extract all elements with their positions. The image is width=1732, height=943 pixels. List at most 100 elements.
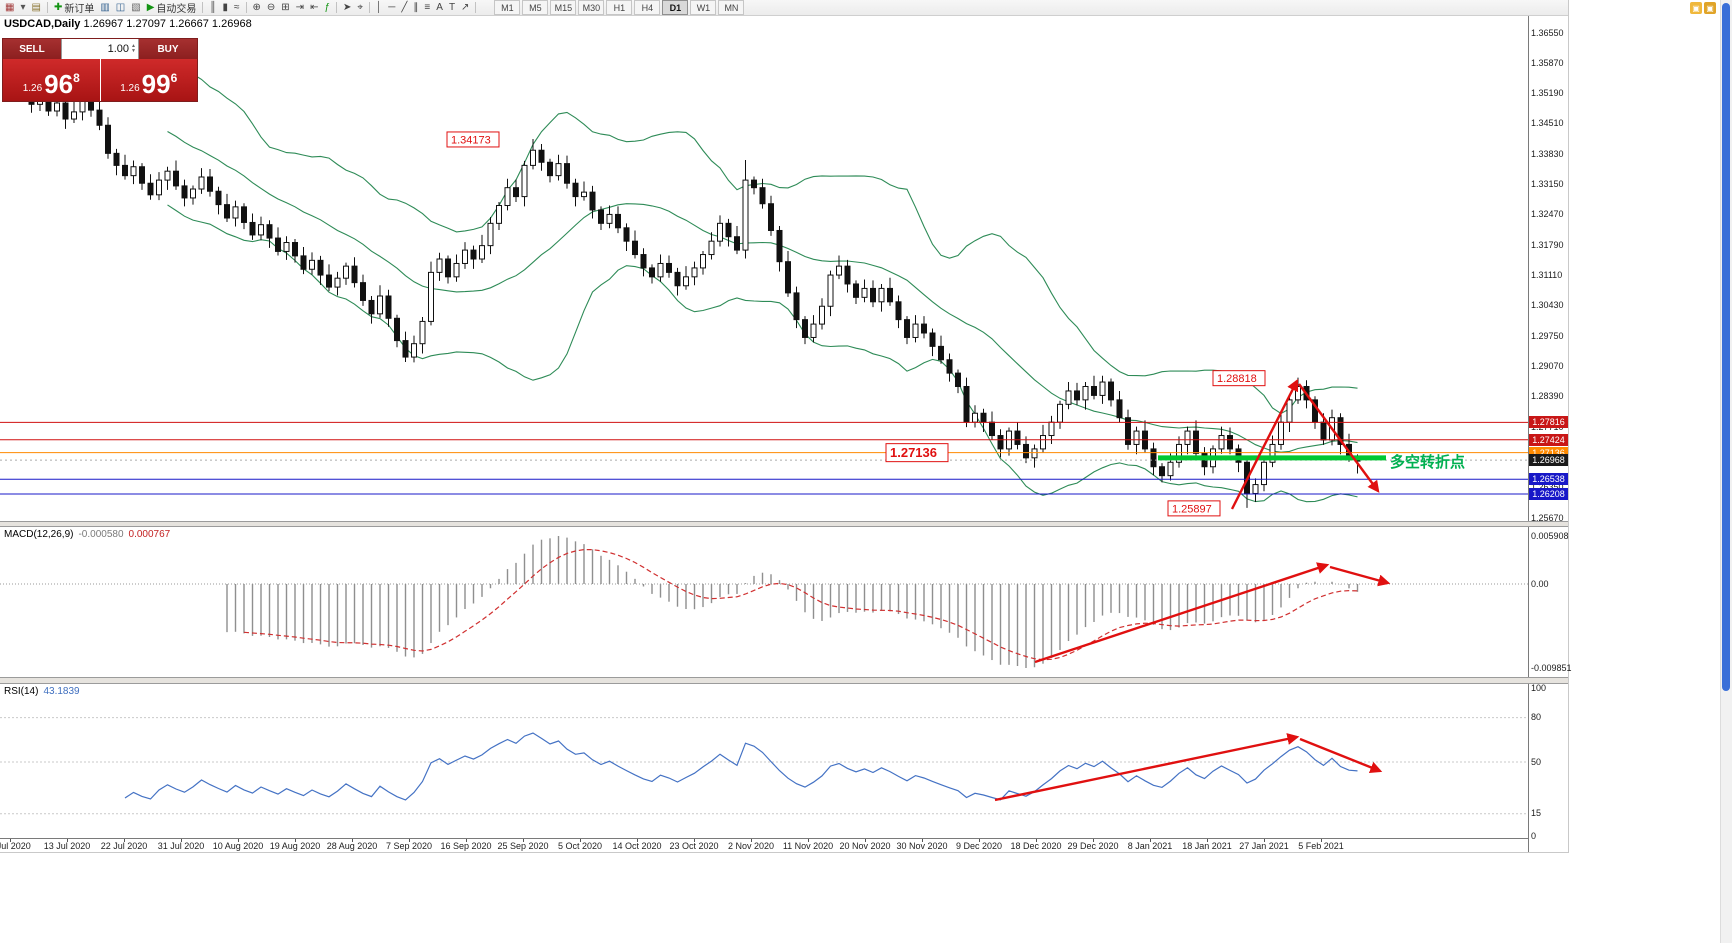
time-axis-label: 16 Sep 2020 [440,841,492,851]
rsi-name: RSI(14) [4,686,39,697]
timeframe-d1[interactable]: D1 [662,0,689,15]
bid-price-button[interactable]: 1.26 96 8 [3,59,101,101]
profiles-icon[interactable]: ▤ [28,1,43,15]
timeframe-h4[interactable]: H4 [634,0,661,15]
trend-arrow[interactable] [1329,565,1391,587]
navigator-icon[interactable]: ▧ [128,1,143,15]
toolbar-separator [46,2,48,13]
time-axis-label: 2 Nov 2020 [727,841,775,851]
trend-arrow[interactable] [994,733,1300,802]
crosshair-icon[interactable]: ⌖ [354,1,366,15]
tile-windows-icon[interactable]: ⊞ [278,1,292,15]
spinner-down-icon[interactable]: ▼ [131,48,136,54]
panel-separator-rsi[interactable] [0,677,1568,684]
arrow-tool-icon[interactable]: ↗ [458,1,472,15]
annotation-price-label[interactable]: 1.28818 [1212,370,1266,387]
time-axis[interactable]: 1 Jul 2020 13 Jul 2020 22 Jul 2020 31 Jul 2… [0,838,1568,852]
trend-arrow[interactable] [1034,562,1330,664]
price-chart[interactable]: 多空转折点 1.34173 1.28818 1.27136 1.25897 [0,16,1528,521]
turning-point-label[interactable]: 多空转折点 [1390,453,1465,471]
timeframe-m15[interactable]: M15 [550,0,577,15]
rsi-panel[interactable] [0,684,1528,838]
rsi-value: 43.1839 [43,686,80,697]
time-axis-label: 27 Jan 2021 [1239,841,1289,851]
time-axis-label: 11 Nov 2020 [782,841,834,851]
timeframe-mn[interactable]: MN [718,0,745,15]
volume-field[interactable]: 1.00 ▲ ▼ [61,39,139,59]
annotation-price-label[interactable]: 1.25897 [1167,500,1221,517]
timeframe-m5[interactable]: M5 [522,0,549,15]
time-tick [181,839,182,842]
trend-arrow[interactable] [1298,383,1380,493]
ask-prefix: 1.26 [120,83,140,94]
spinner-up-icon[interactable]: ▲ [131,43,136,49]
line-chart-icon[interactable]: ≈ [231,1,243,15]
toolbar-separator [336,2,338,13]
chart-shift-icon[interactable]: ⇤ [307,1,321,15]
vertical-line-icon: │ [376,1,383,13]
navigator-icon: ▧ [131,1,141,13]
time-tick [637,839,638,842]
zoom-in-icon[interactable]: ⊕ [250,1,264,15]
time-axis-label: 5 Oct 2020 [557,841,603,851]
panel-separator-macd[interactable] [0,521,1568,527]
time-tick [523,839,524,842]
vertical-line-icon[interactable]: │ [373,1,385,15]
data-window-icon: ◫ [115,1,126,13]
new-order-button[interactable]: ✚ 新订单 [51,1,97,16]
page-action-icon-1[interactable]: ▣ [1690,2,1702,14]
price-scale-label: 1.33830 [1531,148,1564,159]
text-icon: A [436,1,443,13]
price-axis[interactable]: 1.36550 1.35870 1.35190 1.34510 1.33830 1.331… [1528,16,1572,852]
indicators-icon[interactable]: ƒ [321,1,333,15]
chart-list-dropdown-icon[interactable]: ▾ [17,1,28,15]
zoom-out-icon[interactable]: ⊖ [264,1,278,15]
price-scale-label: 1.33150 [1531,179,1564,190]
cursor-icon[interactable]: ➤ [340,1,354,15]
trend-arrow[interactable] [1299,737,1383,774]
annotation-price-label[interactable]: 1.34173 [446,131,500,148]
macd-panel[interactable] [0,527,1528,677]
timeframe-m1[interactable]: M1 [494,0,521,15]
price-tag-1.27816: 1.27816 [1529,416,1568,429]
new-chart-icon[interactable]: ▦ [2,1,17,15]
trendline-icon[interactable]: ╱ [398,1,410,15]
page-action-icon-2[interactable]: ▣ [1704,2,1716,14]
fibonacci-icon[interactable]: ≡ [421,1,433,15]
page-scrollbar-thumb[interactable] [1722,3,1730,691]
time-tick [808,839,809,842]
label-icon[interactable]: T [446,1,458,15]
chart-list-dropdown-icon: ▾ [20,1,26,13]
data-window-icon[interactable]: ◫ [113,1,128,15]
auto-scroll-icon[interactable]: ⇥ [293,1,307,15]
trendline-icon: ╱ [401,1,408,13]
ask-price-button[interactable]: 1.26 99 6 [100,59,197,101]
page-scrollbar[interactable] [1720,0,1732,943]
timeframe-w1[interactable]: W1 [690,0,717,15]
time-tick [580,839,581,842]
text-icon[interactable]: A [433,1,446,15]
macd-scale-zero: 0.00 [1531,578,1549,589]
horizontal-line-icon[interactable]: ─ [385,1,398,15]
time-axis-label: 31 Jul 2020 [157,841,205,851]
timeframe-h1[interactable]: H1 [606,0,633,15]
new-order-icon: ✚ [53,1,63,13]
buy-button[interactable]: BUY [139,39,197,59]
annotation-price-label[interactable]: 1.27136 [885,443,949,463]
channel-icon[interactable]: ∥ [410,1,421,15]
rsi-scale-label: 15 [1531,808,1542,819]
time-axis-label: 22 Jul 2020 [100,841,148,851]
time-tick [238,839,239,842]
volume-spinner[interactable]: ▲ ▼ [131,44,136,54]
trend-arrow[interactable] [1230,378,1299,510]
sell-button[interactable]: SELL [3,39,61,59]
timeframe-m30[interactable]: M30 [578,0,605,15]
bar-chart-icon[interactable]: ║ [206,1,219,15]
candlestick-chart-icon[interactable]: ▮ [219,1,231,15]
market-watch-icon[interactable]: ▥ [97,1,112,15]
chart-shift-icon: ⇤ [310,1,319,13]
time-axis-label: 18 Jan 2021 [1182,841,1232,851]
trade-panel-header: SELL 1.00 ▲ ▼ BUY [3,39,197,59]
price-scale-label: 1.28390 [1531,391,1564,402]
autotrading-button[interactable]: ▶ 自动交易 [144,1,200,16]
